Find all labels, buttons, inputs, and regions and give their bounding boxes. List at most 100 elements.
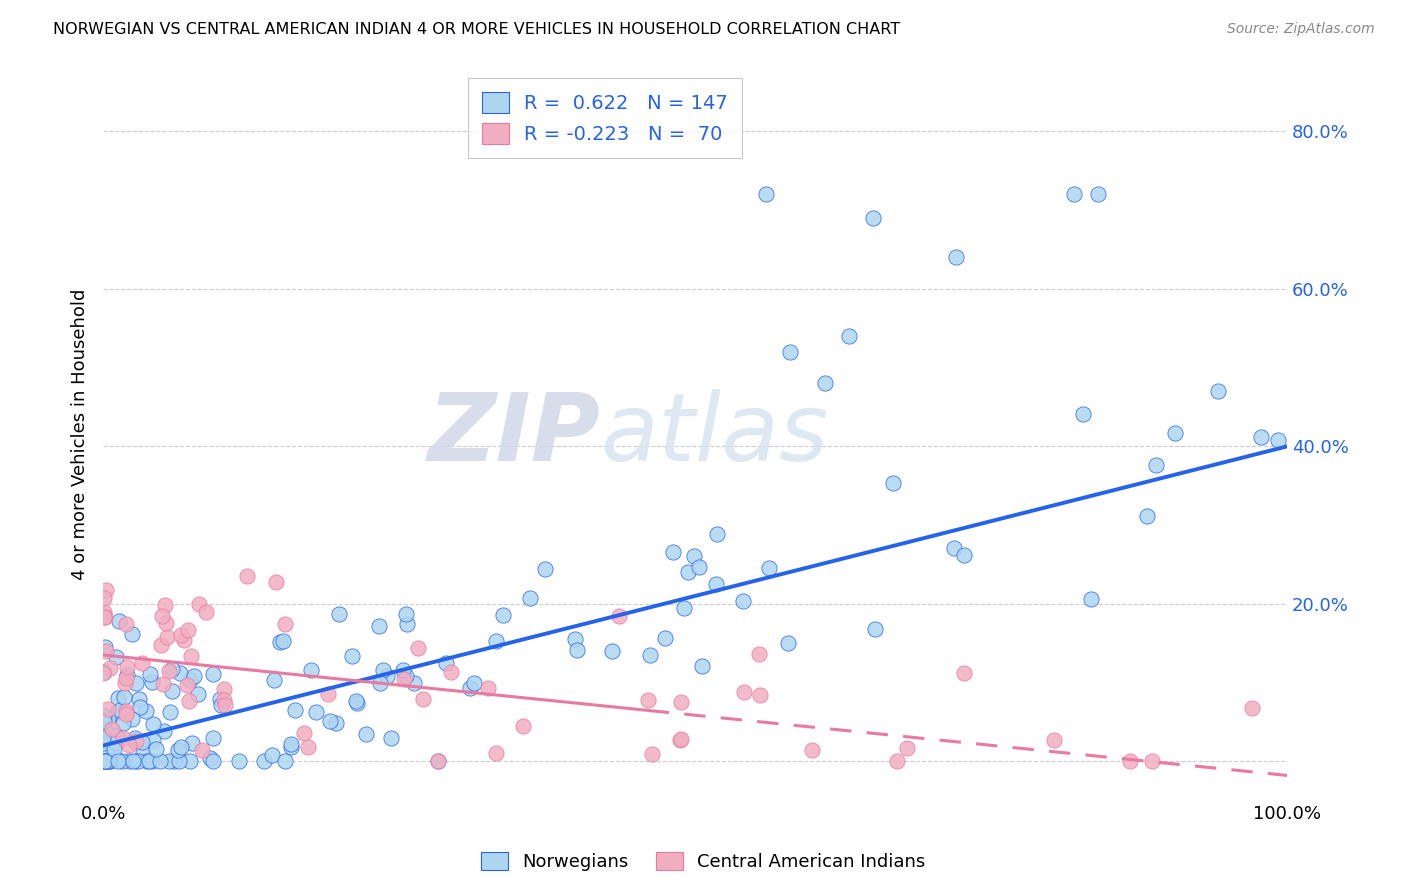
Point [97,702,120,716]
Point [953,665,976,680]
Point [155,615,177,630]
Point [91,731,114,745]
Point [101,723,124,737]
Point [170,628,193,642]
Point [882,476,904,491]
Point [945,251,967,265]
Text: ZIP: ZIP [427,389,600,481]
Point [93,714,115,729]
Point [111,754,134,768]
Point [292,726,315,740]
Point [107,754,129,768]
Point [274,754,297,768]
Point [179,673,201,687]
Point [395,669,418,683]
Point [94,754,117,768]
Point [325,716,347,731]
Point [263,673,285,687]
Point [115,660,138,674]
Point [98,661,121,675]
Point [97,711,120,725]
Point [214,681,236,696]
Point [169,665,191,680]
Point [110,703,132,717]
Point [159,706,181,720]
Point [96,747,118,762]
Point [733,684,755,698]
Point [91,754,114,768]
Point [141,675,163,690]
Point [253,754,276,768]
Point [346,697,368,711]
Point [114,676,136,690]
Point [202,667,225,681]
Point [135,704,157,718]
Point [104,736,127,750]
Point [706,527,728,541]
Point [93,754,115,768]
Point [105,728,128,742]
Point [1063,187,1085,202]
Point [280,739,302,754]
Point [731,594,754,608]
Point [838,329,860,343]
Point [96,724,118,739]
Point [115,668,138,682]
Point [173,633,195,648]
Point [121,626,143,640]
Point [180,648,202,663]
Point [121,712,143,726]
Point [1250,429,1272,443]
Point [170,739,193,754]
Point [131,656,153,670]
Point [391,663,413,677]
Point [661,545,683,559]
Point [602,643,624,657]
Point [93,591,115,605]
Point [404,675,426,690]
Point [688,560,710,574]
Point [485,634,508,648]
Point [319,714,342,729]
Point [297,740,319,755]
Point [638,648,661,662]
Point [93,605,115,619]
Point [607,608,630,623]
Point [179,754,201,768]
Point [108,615,131,629]
Point [96,754,118,768]
Point [896,741,918,756]
Point [149,754,172,768]
Point [166,743,188,757]
Y-axis label: 4 or more Vehicles in Household: 4 or more Vehicles in Household [72,289,89,581]
Point [676,565,699,579]
Point [177,623,200,637]
Point [755,187,778,202]
Point [124,731,146,746]
Point [153,599,176,613]
Point [195,606,218,620]
Text: atlas: atlas [600,389,828,480]
Point [183,668,205,682]
Point [758,560,780,574]
Point [749,688,772,702]
Point [91,736,114,750]
Point [654,631,676,645]
Point [155,630,177,644]
Point [145,742,167,756]
Point [228,754,250,768]
Point [412,691,434,706]
Point [236,569,259,583]
Point [117,738,139,752]
Point [305,705,328,719]
Point [112,731,135,745]
Point [103,741,125,756]
Point [128,700,150,714]
Point [519,591,541,605]
Point [150,608,173,623]
Point [673,600,696,615]
Point [187,597,209,611]
Point [125,734,148,748]
Point [640,747,662,762]
Point [214,698,236,713]
